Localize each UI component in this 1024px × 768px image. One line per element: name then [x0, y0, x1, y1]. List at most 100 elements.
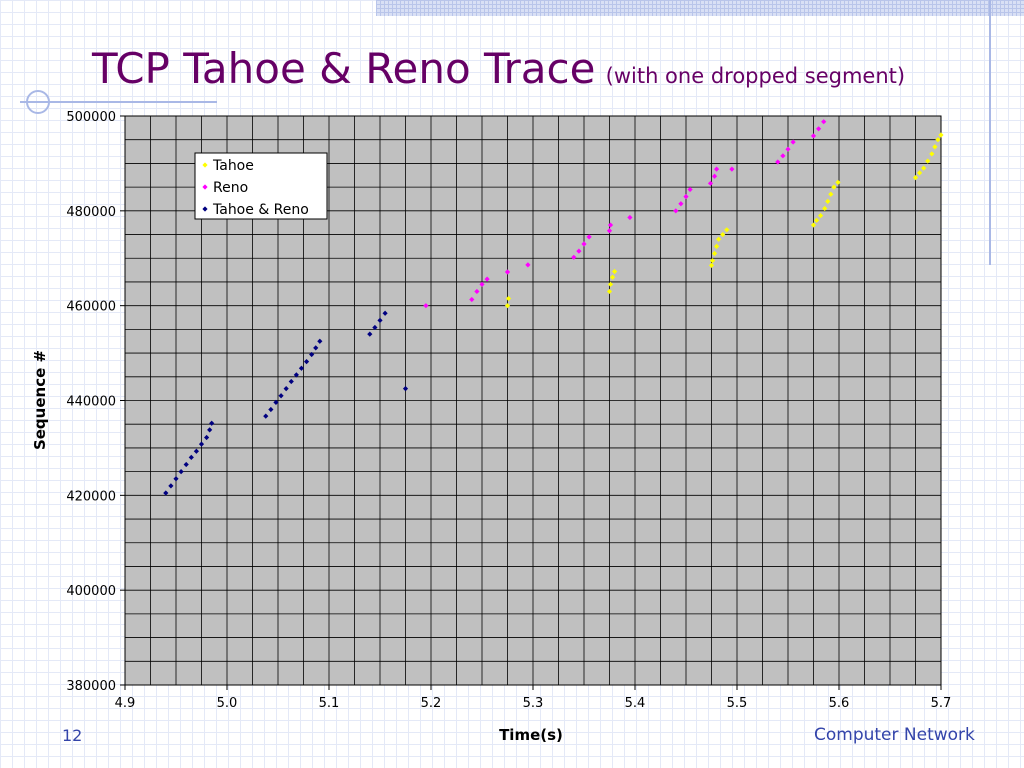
x-tick-label: 5.5: [727, 696, 748, 711]
data-point: [683, 194, 689, 200]
data-point: [367, 331, 373, 337]
data-point: [504, 269, 511, 275]
data-point: [821, 119, 827, 125]
data-point: [716, 236, 722, 242]
data-point: [193, 448, 199, 454]
data-point: [714, 243, 720, 249]
data-point: [183, 461, 189, 468]
decorative-horizontal-line: [20, 101, 217, 103]
data-point: [921, 165, 927, 171]
data-point: [707, 180, 714, 186]
data-point: [678, 201, 684, 207]
data-point: [204, 434, 210, 441]
data-point: [709, 258, 716, 264]
data-point: [188, 454, 194, 460]
data-point: [474, 288, 480, 295]
y-axis-label: Sequence #: [31, 350, 49, 450]
data-point: [283, 386, 289, 392]
data-point: [263, 413, 269, 419]
data-point: [932, 144, 938, 150]
y-tick-label: 420000: [66, 489, 116, 504]
data-point: [469, 296, 475, 303]
data-point: [576, 248, 582, 254]
data-point: [168, 483, 174, 489]
legend-marker: [202, 206, 208, 212]
data-point: [484, 276, 490, 282]
data-point: [317, 338, 323, 344]
data-point: [273, 399, 279, 405]
data-point: [813, 217, 820, 223]
data-point: [775, 159, 781, 165]
data-point: [288, 378, 294, 385]
data-point: [607, 222, 614, 228]
data-point: [627, 214, 633, 221]
data-point: [818, 212, 824, 219]
data-point: [525, 262, 531, 268]
slide-number: 12: [62, 726, 83, 745]
data-point: [831, 184, 837, 190]
x-tick-label: 5.3: [523, 696, 544, 711]
x-axis: 4.9 5.0 5.1 5.2 5.3 5.4 5.5 5.6 5.7: [115, 685, 952, 711]
slide-title: TCP Tahoe & Reno Trace: [92, 44, 596, 93]
data-point: [581, 241, 587, 247]
legend-label: Reno: [213, 180, 248, 196]
x-tick-label: 5.7: [931, 696, 952, 711]
legend-label: Tahoe: [212, 158, 254, 174]
x-tick-label: 4.9: [115, 696, 136, 711]
data-point: [504, 303, 511, 309]
data-point: [173, 476, 179, 482]
data-point: [687, 186, 693, 193]
y-tick-label: 500000: [66, 110, 116, 125]
data-point: [929, 151, 935, 157]
y-tick-label: 380000: [66, 679, 116, 694]
footer-course-name: Computer Network: [814, 725, 975, 745]
data-point: [935, 137, 941, 143]
y-tick-label: 400000: [66, 584, 116, 599]
slide-title-block: TCP Tahoe & Reno Trace (with one dropped…: [92, 44, 905, 93]
data-point: [402, 386, 409, 392]
data-point: [780, 153, 786, 159]
x-tick-label: 5.2: [421, 696, 442, 711]
x-tick-label: 5.0: [217, 696, 238, 711]
data-point: [372, 324, 378, 331]
data-point: [303, 359, 310, 365]
x-tick-label: 5.6: [829, 696, 850, 711]
data-point: [606, 228, 613, 234]
data-point: [912, 175, 919, 181]
data-point: [313, 345, 319, 351]
data-point: [268, 406, 274, 413]
data-point: [816, 126, 822, 132]
y-axis: 380000 400000 420000 440000 460000 480000 5000…: [66, 110, 125, 694]
data-points: [163, 119, 944, 496]
decorative-circle: [26, 90, 50, 114]
data-point: [198, 441, 205, 447]
data-point: [925, 158, 931, 164]
data-point: [711, 250, 718, 257]
data-point: [810, 222, 817, 228]
header-decoration-band: [376, 0, 1024, 16]
data-point: [479, 281, 485, 287]
data-point: [207, 427, 213, 433]
data-point: [309, 351, 315, 358]
chart-legend: Tahoe Reno Tahoe & Reno: [194, 152, 328, 220]
legend-marker: [202, 184, 208, 190]
y-tick-label: 460000: [66, 300, 116, 315]
x-axis-label: Time(s): [499, 726, 563, 744]
series-reno: [423, 119, 827, 309]
data-point: [790, 139, 796, 145]
data-point: [828, 191, 834, 197]
data-point: [586, 234, 592, 240]
data-point: [505, 295, 512, 302]
data-point: [708, 262, 715, 268]
data-point: [278, 393, 284, 399]
data-point: [571, 254, 577, 260]
legend-marker: [202, 162, 208, 168]
data-point: [822, 205, 828, 212]
data-point: [377, 317, 383, 323]
data-point: [729, 166, 735, 172]
series-tahoe-reno: [163, 310, 409, 496]
data-point: [209, 420, 215, 426]
data-point: [835, 179, 841, 185]
data-point: [298, 365, 305, 371]
